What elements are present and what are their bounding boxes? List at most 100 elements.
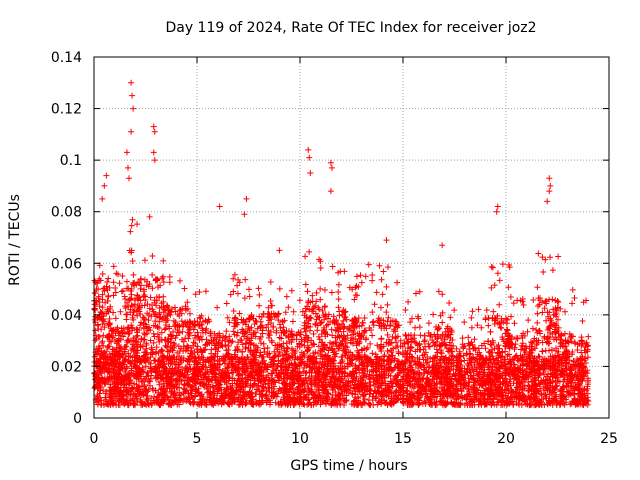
data-point: [353, 273, 360, 280]
data-point: [160, 257, 167, 264]
data-point: [416, 324, 423, 331]
data-point: [116, 280, 123, 287]
data-point: [232, 314, 239, 321]
data-point: [384, 318, 391, 325]
data-point: [356, 323, 363, 330]
data-point: [116, 371, 123, 378]
data-point: [436, 398, 443, 405]
data-point: [163, 322, 170, 329]
data-point: [177, 397, 184, 404]
data-point: [187, 389, 194, 396]
data-point: [176, 313, 183, 320]
data-point: [312, 302, 319, 309]
data-point: [403, 371, 410, 378]
data-point: [265, 334, 272, 341]
data-point: [219, 337, 226, 344]
data-point: [316, 306, 323, 313]
data-point: [115, 332, 122, 339]
data-point: [155, 357, 162, 364]
data-point: [142, 363, 149, 370]
data-point: [168, 305, 175, 312]
data-point: [380, 343, 387, 350]
data-point: [223, 388, 230, 395]
data-point: [322, 333, 329, 340]
data-point: [234, 381, 241, 388]
data-point: [190, 368, 197, 375]
data-point: [275, 357, 282, 364]
data-point: [236, 310, 243, 317]
data-point: [134, 221, 141, 228]
data-point: [269, 339, 276, 346]
data-point: [352, 362, 359, 369]
data-point: [412, 290, 419, 297]
data-point: [106, 305, 113, 312]
data-point: [145, 378, 152, 385]
data-point: [191, 382, 198, 389]
data-point: [105, 275, 112, 282]
data-point: [137, 297, 144, 304]
data-point: [332, 327, 339, 334]
data-point: [353, 398, 360, 405]
data-point: [282, 332, 289, 339]
data-point: [296, 370, 303, 377]
data-point: [336, 325, 343, 332]
data-point: [210, 361, 217, 368]
data-point: [339, 358, 346, 365]
data-point: [379, 390, 386, 397]
data-point: [225, 370, 232, 377]
data-point: [378, 276, 385, 283]
data-point: [138, 399, 145, 406]
data-point: [216, 366, 223, 373]
data-point: [128, 397, 135, 404]
data-point: [110, 333, 117, 340]
data-point: [330, 349, 337, 356]
data-point: [346, 327, 353, 334]
data-point: [164, 317, 171, 324]
data-point: [417, 394, 424, 401]
data-point: [160, 279, 167, 286]
data-point: [407, 391, 414, 398]
data-point: [128, 302, 135, 309]
data-point: [110, 396, 117, 403]
data-point: [308, 375, 315, 382]
data-point: [118, 288, 125, 295]
data-point: [198, 402, 205, 409]
data-point: [127, 228, 134, 235]
data-point: [416, 360, 423, 367]
data-point: [194, 319, 201, 326]
data-point: [120, 381, 127, 388]
data-point: [217, 374, 224, 381]
data-point: [341, 370, 348, 377]
data-point: [174, 384, 181, 391]
data-point: [265, 321, 272, 328]
data-point: [340, 323, 347, 330]
data-point: [490, 395, 497, 402]
data-point: [548, 397, 555, 404]
data-point: [129, 384, 136, 391]
data-point: [180, 338, 187, 345]
data-point: [286, 383, 293, 390]
data-point: [318, 382, 325, 389]
data-point: [206, 318, 213, 325]
data-point: [315, 343, 322, 350]
data-point: [155, 284, 162, 291]
data-point: [306, 399, 313, 406]
data-point: [192, 393, 199, 400]
data-point: [349, 286, 356, 293]
data-point: [394, 363, 401, 370]
data-point: [133, 333, 140, 340]
data-point: [269, 370, 276, 377]
data-point: [172, 334, 179, 341]
data-point: [340, 317, 347, 324]
data-point: [214, 304, 221, 311]
data-point: [394, 342, 401, 349]
data-point: [239, 341, 246, 348]
data-point: [207, 396, 214, 403]
data-point: [252, 317, 259, 324]
data-point: [209, 400, 216, 407]
data-point: [312, 377, 319, 384]
data-point: [119, 392, 126, 399]
data-point: [156, 314, 163, 321]
data-point: [186, 361, 193, 368]
